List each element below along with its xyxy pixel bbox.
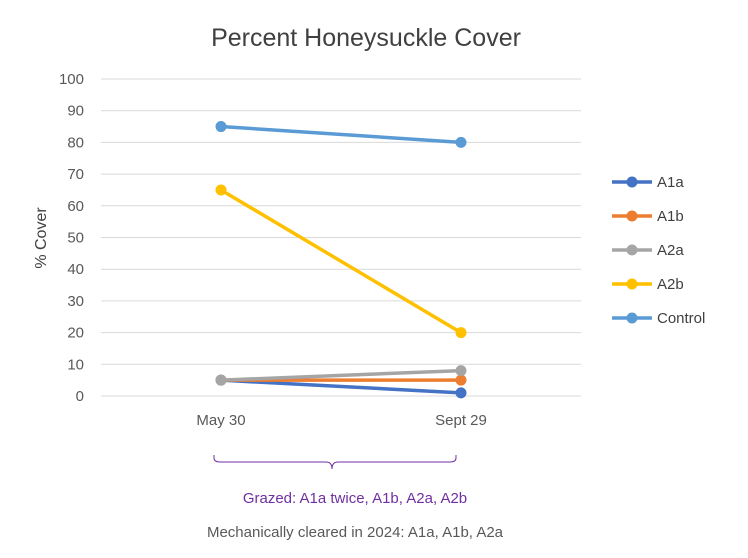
legend-marker — [626, 210, 638, 222]
y-tick-label: 10 — [67, 356, 84, 373]
data-point-control — [455, 136, 467, 148]
y-tick-label: 50 — [67, 230, 84, 247]
series-lines — [215, 121, 467, 399]
y-tick-labels: 0 10 20 30 40 50 60 70 80 90 100 — [59, 71, 84, 405]
x-tick-labels: May 30 Sept 29 — [196, 412, 486, 429]
grazing-bracket — [213, 455, 457, 470]
x-tick-label: Sept 29 — [435, 412, 487, 429]
series-line-control — [219, 124, 463, 145]
legend-label: A1b — [657, 208, 684, 225]
footnote: Mechanically cleared in 2024: A1a, A1b, … — [207, 524, 504, 541]
y-tick-label: 100 — [59, 71, 84, 88]
y-tick-label: 70 — [67, 166, 84, 183]
grazed-note: Grazed: A1a twice, A1b, A2a, A2b — [243, 490, 467, 507]
series-line-a2a — [219, 368, 463, 382]
series-line-a1a — [219, 378, 463, 395]
data-point-a2b — [455, 327, 467, 339]
legend-label: A1a — [657, 174, 684, 191]
data-point-control — [215, 121, 227, 133]
legend: A1a A1b A2a A2b Control — [612, 174, 705, 327]
y-tick-label: 80 — [67, 134, 84, 151]
y-tick-label: 90 — [67, 103, 84, 120]
gridlines — [101, 78, 581, 397]
y-tick-label: 40 — [67, 261, 84, 278]
y-tick-label: 30 — [67, 293, 84, 310]
chart-title: Percent Honeysuckle Cover — [211, 24, 521, 52]
legend-label: Control — [657, 310, 705, 327]
series-line-a2b — [219, 188, 463, 335]
data-point-a2b — [215, 184, 227, 196]
data-point-a1a — [455, 387, 467, 399]
legend-label: A2a — [657, 242, 684, 259]
y-tick-label: 0 — [76, 388, 84, 405]
legend-marker — [626, 176, 638, 188]
data-point-a2a — [215, 374, 227, 386]
y-tick-label: 20 — [67, 325, 84, 342]
data-point-a1b — [455, 374, 467, 386]
y-axis-title: % Cover — [33, 207, 50, 269]
legend-marker — [626, 244, 638, 256]
legend-label: A2b — [657, 276, 684, 293]
legend-marker — [626, 278, 638, 290]
x-tick-label: May 30 — [196, 412, 245, 429]
data-point-a2a — [455, 365, 467, 377]
legend-marker — [626, 312, 638, 324]
y-tick-label: 60 — [67, 198, 84, 215]
